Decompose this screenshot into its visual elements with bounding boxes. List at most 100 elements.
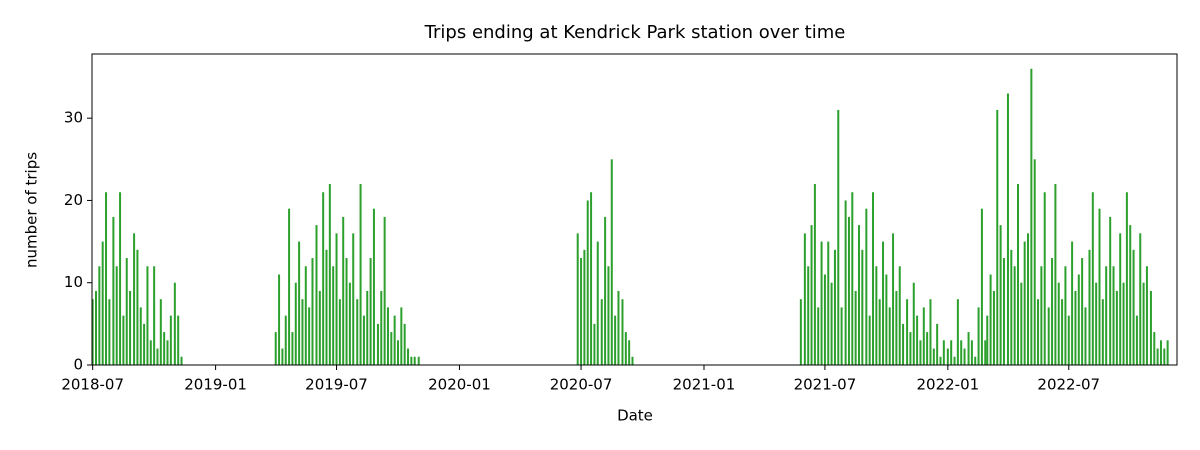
bar: [980, 208, 983, 365]
bar: [912, 282, 915, 365]
bar: [1112, 266, 1115, 365]
bar: [119, 192, 122, 365]
bar: [953, 356, 956, 365]
bar: [996, 109, 999, 366]
bar: [308, 307, 311, 365]
bar: [1030, 68, 1033, 366]
bar: [590, 192, 593, 365]
bar: [865, 208, 868, 365]
bar: [122, 315, 125, 365]
bar: [607, 266, 610, 365]
bar: [851, 192, 854, 365]
bar: [830, 282, 833, 365]
chart-title: Trips ending at Kendrick Park station ov…: [424, 22, 846, 43]
bar: [338, 299, 341, 365]
plot-frame: [91, 53, 1178, 366]
bar: [803, 233, 806, 365]
bar: [596, 241, 599, 365]
bar: [1159, 340, 1162, 365]
x-axis-label: Date: [617, 407, 653, 425]
bar: [1109, 216, 1112, 365]
bar: [1088, 249, 1091, 365]
bar: [909, 332, 912, 365]
x-tick-label: 2020-01: [428, 376, 491, 394]
bar: [1043, 192, 1046, 365]
bar: [960, 340, 963, 365]
bar: [298, 241, 301, 365]
bar: [857, 225, 860, 365]
bar: [1057, 282, 1060, 365]
bar: [1006, 93, 1009, 365]
bar: [125, 258, 128, 365]
x-tick-label: 2018-07: [61, 376, 124, 394]
x-tick-label: 2019-07: [305, 376, 368, 394]
bar: [98, 266, 101, 365]
bar: [1139, 233, 1142, 365]
bar: [1040, 266, 1043, 365]
bar: [861, 249, 864, 365]
bar: [919, 340, 922, 365]
bar: [1077, 274, 1080, 365]
bar: [1101, 299, 1104, 365]
bar: [1119, 233, 1122, 365]
bar: [929, 299, 932, 365]
bar: [1071, 241, 1074, 365]
x-tick-label: 2021-01: [673, 376, 736, 394]
bar: [854, 290, 857, 365]
bar: [936, 323, 939, 365]
bar: [166, 340, 169, 365]
bar: [386, 307, 389, 365]
bar: [410, 356, 413, 365]
bar: [967, 332, 970, 365]
bar: [335, 233, 338, 365]
bar: [1064, 266, 1067, 365]
bar: [1023, 241, 1026, 365]
bar: [1125, 192, 1128, 365]
bar: [1054, 183, 1057, 365]
bar: [827, 241, 830, 365]
bar: [288, 208, 291, 365]
bar: [1091, 192, 1094, 365]
bar: [875, 266, 878, 365]
bar: [95, 290, 98, 365]
bar: [939, 356, 942, 365]
bar: [105, 192, 108, 365]
bar: [986, 315, 989, 365]
bar: [400, 307, 403, 365]
bar: [600, 299, 603, 365]
bar: [129, 290, 132, 365]
bar: [143, 323, 146, 365]
bar: [356, 299, 359, 365]
bar: [390, 332, 393, 365]
bar: [984, 340, 987, 365]
bar: [304, 266, 307, 365]
bar: [1122, 282, 1125, 365]
bar: [417, 356, 420, 365]
bar: [1084, 307, 1087, 365]
bar: [631, 356, 634, 365]
bar: [284, 315, 287, 365]
bar: [823, 274, 826, 365]
bar: [888, 307, 891, 365]
bar: [1149, 290, 1152, 365]
bar: [872, 192, 875, 365]
bar: [576, 233, 579, 365]
bar: [1132, 249, 1135, 365]
bar: [325, 249, 328, 365]
bar: [1047, 307, 1050, 365]
bar: [885, 274, 888, 365]
bar: [906, 299, 909, 365]
bar: [396, 340, 399, 365]
bar: [868, 315, 871, 365]
bar: [1145, 266, 1148, 365]
bar: [892, 233, 895, 365]
bar: [322, 192, 325, 365]
bar: [820, 241, 823, 365]
bar: [1002, 258, 1005, 365]
bar: [593, 323, 596, 365]
bar: [1081, 258, 1084, 365]
bar: [1020, 282, 1023, 365]
bar: [837, 109, 840, 366]
bar: [810, 225, 813, 365]
